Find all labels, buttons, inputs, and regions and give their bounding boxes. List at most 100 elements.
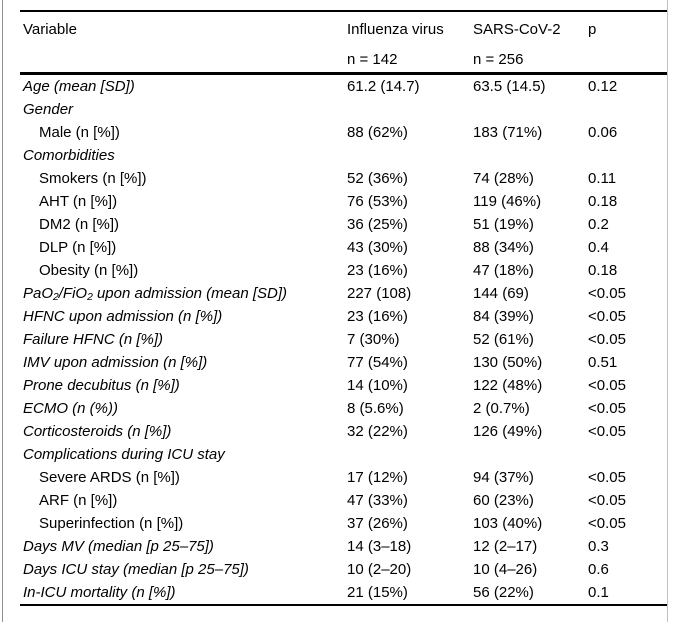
influenza-value-cell: 37 (26%) <box>347 514 408 532</box>
p-value-cell: 0.11 <box>588 169 617 187</box>
header-row: Variable Influenza virus n = 142 SARS-Co… <box>20 11 667 75</box>
table-row: IMV upon admission (n [%]) 77 (54%) 130 (5… <box>20 351 667 374</box>
influenza-value-cell: 21 (15%) <box>347 583 408 601</box>
table-row: Severe ARDS (n [%]) 17 (12%) 94 (37%) <0.05 <box>20 466 667 489</box>
table-body: Age (mean [SD]) 61.2 (14.7) 63.5 (14.5) 0.1… <box>20 73 667 605</box>
row-label-cell: ECMO (n (%)) <box>23 399 118 417</box>
page-right-edge-line <box>667 0 668 622</box>
influenza-value-cell: 43 (30%) <box>347 238 408 256</box>
sars-value-cell <box>473 98 588 121</box>
influenza-value-cell: 61.2 (14.7) <box>347 77 420 95</box>
sars-value-cell: 2 (0.7%) <box>473 399 530 417</box>
p-value-cell <box>588 443 667 466</box>
sars-value-cell <box>473 144 588 167</box>
p-value-cell: 0.18 <box>588 192 618 210</box>
sars-value-cell: 130 (50%) <box>473 353 543 371</box>
row-label-cell: Male (n [%]) <box>39 123 120 141</box>
p-value-cell: 0.51 <box>588 353 618 371</box>
table-row: Male (n [%]) 88 (62%) 183 (71%) 0.06 <box>20 121 667 144</box>
page-left-edge-line <box>2 0 3 622</box>
column-header-influenza: Influenza virus n = 142 <box>347 11 473 75</box>
row-label-cell: ARF (n [%]) <box>39 491 118 509</box>
table-row: ARF (n [%]) 47 (33%) 60 (23%) <0.05 <box>20 489 667 512</box>
sars-value-cell: 103 (40%) <box>473 514 543 532</box>
row-label-cell: DM2 (n [%]) <box>39 215 120 233</box>
row-label-cell: Age (mean [SD]) <box>23 77 135 95</box>
p-value-cell: <0.05 <box>588 376 626 394</box>
influenza-value-cell: 76 (53%) <box>347 192 408 210</box>
p-value-cell: <0.05 <box>588 330 626 348</box>
row-label-cell: Gender <box>23 100 74 118</box>
table-row: Complications during ICU stay <box>20 443 667 466</box>
row-label-cell: Failure HFNC (n [%]) <box>23 330 164 348</box>
sars-value-cell: 63.5 (14.5) <box>473 77 546 95</box>
column-header-variable: Variable <box>20 11 347 75</box>
p-value-cell: 0.18 <box>588 261 618 279</box>
table-row: Days MV (median [p 25–75]) 14 (3–18) 12 (2… <box>20 535 667 558</box>
row-label-cell: Severe ARDS (n [%]) <box>39 468 180 486</box>
influenza-value-cell: 8 (5.6%) <box>347 399 404 417</box>
row-label-cell: Superinfection (n [%]) <box>39 514 184 532</box>
column-header-sars: SARS-CoV-2 n = 256 <box>473 11 588 75</box>
p-value-cell: <0.05 <box>588 422 626 440</box>
influenza-value-cell <box>347 443 473 466</box>
p-value-cell: 0.4 <box>588 238 609 256</box>
row-label-cell: Obesity (n [%]) <box>39 261 139 279</box>
table-row: Smokers (n [%]) 52 (36%) 74 (28%) 0.11 <box>20 167 667 190</box>
sars-value-cell: 10 (4–26) <box>473 560 538 578</box>
row-label-cell: PaO₂/FiO₂ upon admission (mean [SD]) <box>23 284 288 302</box>
table-row: In-ICU mortality (n [%]) 21 (15%) 56 (22%)… <box>20 581 667 605</box>
row-label-cell: Comorbidities <box>23 146 115 164</box>
influenza-value-cell: 88 (62%) <box>347 123 408 141</box>
influenza-value-cell: 17 (12%) <box>347 468 408 486</box>
row-label-cell: Corticosteroids (n [%]) <box>23 422 172 440</box>
table-row: Prone decubitus (n [%]) 14 (10%) 122 (48%)… <box>20 374 667 397</box>
p-value-cell: <0.05 <box>588 468 626 486</box>
influenza-value-cell: 227 (108) <box>347 284 412 302</box>
column-header-p: p <box>588 11 667 75</box>
p-value-cell: 0.12 <box>588 77 618 95</box>
column-header-sars-title: SARS-CoV-2 <box>473 21 561 38</box>
table-row: Superinfection (n [%]) 37 (26%) 103 (40%) <… <box>20 512 667 535</box>
p-value-cell <box>588 144 667 167</box>
sars-value-cell: 74 (28%) <box>473 169 534 187</box>
p-value-cell: <0.05 <box>588 284 626 302</box>
influenza-value-cell: 77 (54%) <box>347 353 408 371</box>
sars-value-cell: 47 (18%) <box>473 261 534 279</box>
p-value-cell: 0.6 <box>588 560 609 578</box>
p-value-cell: 0.3 <box>588 537 609 555</box>
p-value-cell: <0.05 <box>588 399 626 417</box>
results-table: Variable Influenza virus n = 142 SARS-Co… <box>20 10 667 606</box>
sars-value-cell: 122 (48%) <box>473 376 543 394</box>
p-value-cell: 0.06 <box>588 123 618 141</box>
row-label-cell: DLP (n [%]) <box>39 238 117 256</box>
influenza-value-cell: 32 (22%) <box>347 422 408 440</box>
column-header-sars-n: n = 256 <box>473 51 524 68</box>
p-value-cell: <0.05 <box>588 307 626 325</box>
table-header: Variable Influenza virus n = 142 SARS-Co… <box>20 11 667 75</box>
sars-value-cell: 12 (2–17) <box>473 537 538 555</box>
sars-value-cell: 56 (22%) <box>473 583 534 601</box>
table-row: Comorbidities <box>20 144 667 167</box>
influenza-value-cell: 14 (10%) <box>347 376 408 394</box>
row-label-cell: Smokers (n [%]) <box>39 169 147 187</box>
sars-value-cell: 94 (37%) <box>473 468 534 486</box>
sars-value-cell: 119 (46%) <box>473 192 542 210</box>
p-value-cell <box>588 98 667 121</box>
p-value-cell: 0.1 <box>588 583 609 601</box>
p-value-cell: <0.05 <box>588 491 626 509</box>
column-header-influenza-n: n = 142 <box>347 51 398 68</box>
influenza-value-cell: 47 (33%) <box>347 491 408 509</box>
influenza-value-cell: 36 (25%) <box>347 215 408 233</box>
row-label-cell: Days MV (median [p 25–75]) <box>23 537 214 555</box>
influenza-value-cell: 23 (16%) <box>347 307 408 325</box>
table-row: Corticosteroids (n [%]) 32 (22%) 126 (49%)… <box>20 420 667 443</box>
sars-value-cell: 60 (23%) <box>473 491 534 509</box>
sars-value-cell: 51 (19%) <box>473 215 534 233</box>
row-label-cell: Complications during ICU stay <box>23 445 225 463</box>
row-label-cell: Days ICU stay (median [p 25–75]) <box>23 560 249 578</box>
table-row: Obesity (n [%]) 23 (16%) 47 (18%) 0.18 <box>20 259 667 282</box>
table-row: AHT (n [%]) 76 (53%) 119 (46%) 0.18 <box>20 190 667 213</box>
sars-value-cell: 88 (34%) <box>473 238 534 256</box>
table-row: Age (mean [SD]) 61.2 (14.7) 63.5 (14.5) 0.1… <box>20 73 667 98</box>
